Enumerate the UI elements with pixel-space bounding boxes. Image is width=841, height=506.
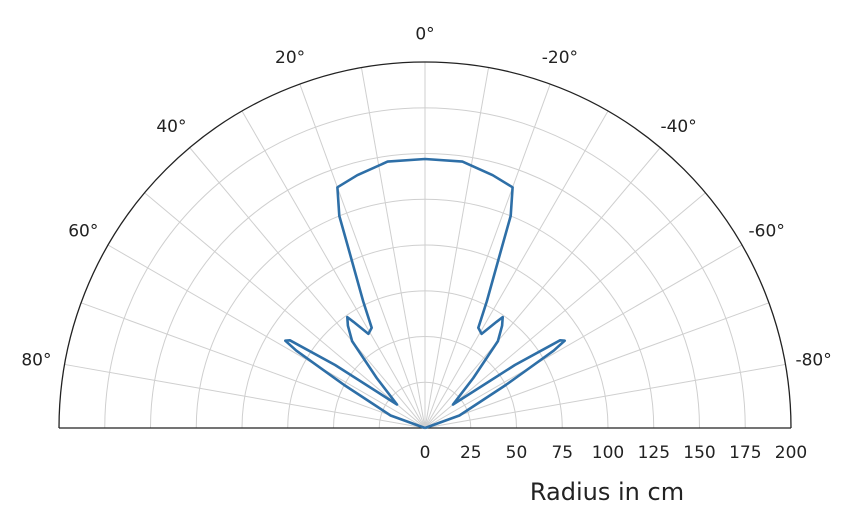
angle-tick-label: 20° <box>275 48 305 68</box>
angle-tick-label: -20° <box>542 48 578 68</box>
radius-label-layer: 0 25 50 75 100 125 150 175 200 <box>420 443 808 463</box>
radius-gridline <box>287 290 563 429</box>
grid-layer <box>64 62 786 429</box>
series-line <box>284 157 566 430</box>
angle-tick-label: -60° <box>749 222 785 242</box>
angle-tick-label: -80° <box>795 351 831 371</box>
radius-tick-label: 0 <box>420 443 431 463</box>
x-axis-title: Radius in cm <box>530 478 684 506</box>
radius-tick-label: 25 <box>460 443 482 463</box>
radius-tick-label: 50 <box>506 443 528 463</box>
radius-gridline <box>195 198 655 429</box>
radius-gridline <box>378 381 472 429</box>
radius-tick-label: 125 <box>638 443 670 463</box>
radius-tick-label: 150 <box>683 443 715 463</box>
radius-gridline <box>104 107 746 429</box>
series-layer <box>284 157 566 430</box>
angle-tick-label: 60° <box>68 222 98 242</box>
radius-gridline <box>150 153 700 429</box>
radius-tick-label: 200 <box>775 443 807 463</box>
radius-gridline <box>333 336 517 429</box>
angle-tick-label: 80° <box>21 351 51 371</box>
radius-tick-label: 75 <box>551 443 573 463</box>
angle-tick-label: -40° <box>660 117 696 137</box>
angle-label-layer: 0° 20° -20° 40° -40° 60° -60° 80° -80° <box>21 25 831 371</box>
angle-tick-label: 0° <box>415 25 434 45</box>
radius-tick-label: 100 <box>592 443 624 463</box>
outer-arc <box>58 61 792 429</box>
radius-gridline <box>241 244 609 429</box>
radius-tick-label: 175 <box>729 443 761 463</box>
angle-tick-label: 40° <box>156 117 186 137</box>
